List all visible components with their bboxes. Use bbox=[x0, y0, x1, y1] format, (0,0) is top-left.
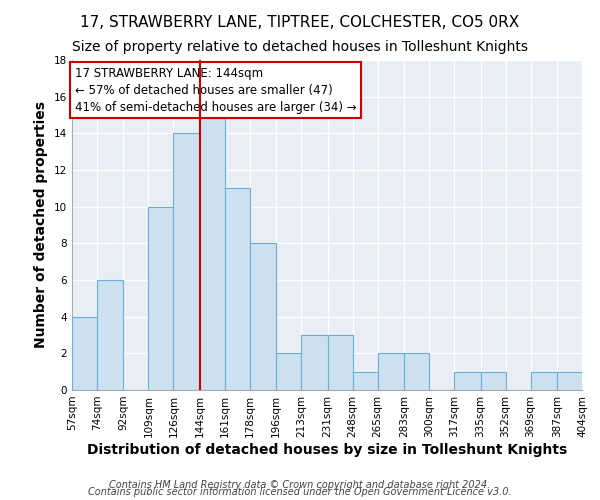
Text: 17 STRAWBERRY LANE: 144sqm
← 57% of detached houses are smaller (47)
41% of semi: 17 STRAWBERRY LANE: 144sqm ← 57% of deta… bbox=[74, 66, 356, 114]
Bar bbox=[404, 354, 429, 390]
Bar bbox=[353, 372, 378, 390]
Bar bbox=[97, 280, 124, 390]
Bar bbox=[173, 134, 200, 390]
Bar bbox=[378, 354, 404, 390]
Text: Size of property relative to detached houses in Tolleshunt Knights: Size of property relative to detached ho… bbox=[72, 40, 528, 54]
Y-axis label: Number of detached properties: Number of detached properties bbox=[34, 102, 49, 348]
Text: Contains HM Land Registry data © Crown copyright and database right 2024.: Contains HM Land Registry data © Crown c… bbox=[109, 480, 491, 490]
Text: 17, STRAWBERRY LANE, TIPTREE, COLCHESTER, CO5 0RX: 17, STRAWBERRY LANE, TIPTREE, COLCHESTER… bbox=[80, 15, 520, 30]
Text: Contains public sector information licensed under the Open Government Licence v3: Contains public sector information licen… bbox=[88, 487, 512, 497]
Bar bbox=[557, 372, 582, 390]
Bar bbox=[301, 335, 328, 390]
Bar bbox=[328, 335, 353, 390]
Bar bbox=[530, 372, 557, 390]
Bar bbox=[72, 316, 97, 390]
Bar bbox=[250, 244, 276, 390]
Bar bbox=[276, 354, 301, 390]
Bar bbox=[200, 115, 225, 390]
Bar bbox=[148, 206, 173, 390]
Bar bbox=[225, 188, 250, 390]
X-axis label: Distribution of detached houses by size in Tolleshunt Knights: Distribution of detached houses by size … bbox=[87, 442, 567, 456]
Bar bbox=[454, 372, 481, 390]
Bar bbox=[481, 372, 506, 390]
